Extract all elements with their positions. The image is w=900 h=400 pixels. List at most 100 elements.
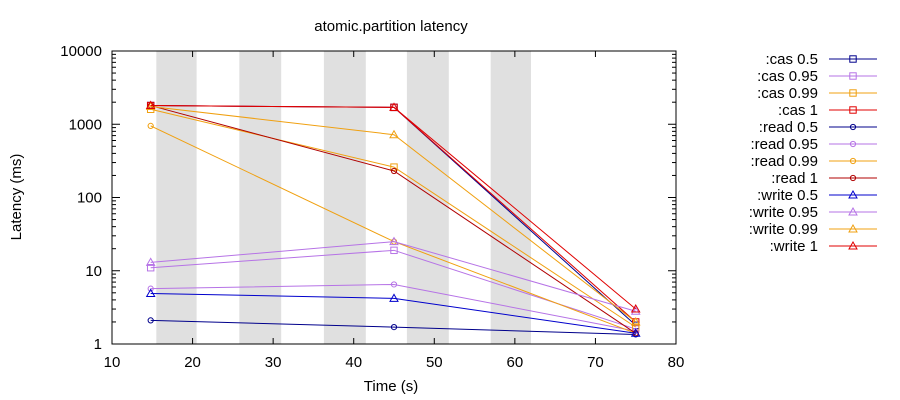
legend-marker bbox=[848, 240, 858, 250]
data-point bbox=[390, 163, 398, 171]
y-tick-label: 100 bbox=[77, 190, 102, 207]
y-axis-label: Latency (ms) bbox=[8, 154, 25, 241]
data-point bbox=[389, 293, 399, 302]
series-3 bbox=[146, 101, 640, 326]
shaded-band bbox=[323, 51, 366, 344]
series-9 bbox=[145, 236, 641, 315]
x-tick-label: 10 bbox=[104, 354, 121, 371]
legend-marker bbox=[848, 189, 858, 199]
legend-entry: :cas 0.99 bbox=[757, 85, 877, 102]
legend-label: :write 0.5 bbox=[757, 187, 818, 204]
legend-label: :write 0.95 bbox=[749, 204, 818, 221]
legend-entry: :read 0.99 bbox=[750, 153, 877, 170]
x-tick-label: 70 bbox=[587, 354, 604, 371]
series-line bbox=[150, 125, 636, 334]
chart-title: atomic.partition latency bbox=[314, 18, 468, 35]
series-6 bbox=[147, 122, 639, 337]
legend-entry: :write 0.95 bbox=[749, 204, 877, 221]
data-point bbox=[390, 324, 398, 331]
legend-entry: :write 0.99 bbox=[749, 221, 877, 238]
legend-label: :read 1 bbox=[771, 170, 818, 187]
legend-label: :cas 0.95 bbox=[757, 68, 818, 85]
data-point bbox=[146, 264, 155, 272]
data-point bbox=[147, 285, 154, 292]
legend-label: :read 0.99 bbox=[750, 153, 818, 170]
legend-entry: :read 0.5 bbox=[759, 119, 877, 136]
x-axis-label: Time (s) bbox=[364, 378, 418, 395]
legend-label: :cas 0.5 bbox=[765, 51, 818, 68]
legend-label: :read 0.95 bbox=[750, 136, 818, 153]
series-5 bbox=[147, 281, 639, 335]
data-point bbox=[390, 167, 398, 175]
data-point bbox=[389, 236, 399, 246]
series-line bbox=[150, 319, 636, 335]
shaded-band bbox=[490, 51, 531, 344]
legend-entry: :cas 1 bbox=[778, 102, 877, 119]
data-point bbox=[630, 328, 641, 337]
data-point bbox=[389, 129, 399, 139]
series-8 bbox=[145, 288, 641, 337]
legend-label: :cas 1 bbox=[778, 102, 818, 119]
legend-entry: :cas 0.95 bbox=[757, 68, 877, 85]
x-tick-label: 50 bbox=[426, 354, 443, 371]
legend-entry: :read 0.95 bbox=[750, 136, 877, 153]
y-tick-label: 1000 bbox=[69, 116, 102, 133]
legend-label: :write 0.99 bbox=[749, 221, 818, 238]
series-line bbox=[150, 241, 636, 312]
legend-entry: :cas 0.5 bbox=[765, 51, 877, 68]
y-tick-label: 10 bbox=[85, 263, 102, 280]
x-tick-label: 60 bbox=[507, 354, 524, 371]
series-lines bbox=[145, 100, 641, 338]
series-line bbox=[150, 105, 637, 323]
y-tick-label: 1 bbox=[94, 336, 102, 353]
data-point bbox=[390, 281, 398, 288]
series-line bbox=[150, 108, 636, 328]
series-line bbox=[150, 105, 637, 310]
series-line bbox=[150, 105, 637, 326]
legend-marker bbox=[848, 223, 858, 233]
shaded-band bbox=[156, 51, 197, 344]
legend-entry: :write 1 bbox=[770, 238, 877, 255]
series-11 bbox=[145, 100, 641, 313]
shaded-band bbox=[406, 51, 449, 344]
y-axis: 1 10 100 1000 10000 bbox=[60, 43, 676, 353]
legend-marker bbox=[849, 140, 857, 148]
series-line bbox=[150, 292, 636, 334]
legend-marker bbox=[849, 106, 857, 114]
y-tick-label: 10000 bbox=[60, 43, 102, 60]
series-line bbox=[150, 105, 636, 334]
legend-entry: :write 0.5 bbox=[757, 187, 877, 204]
legend-label: :write 1 bbox=[770, 238, 818, 255]
x-axis: 10 20 30 40 50 60 70 80 bbox=[104, 51, 685, 371]
data-point bbox=[630, 304, 641, 313]
legend-marker bbox=[849, 123, 857, 131]
legend-marker bbox=[849, 89, 857, 97]
data-point bbox=[630, 306, 641, 315]
data-point bbox=[390, 246, 398, 255]
series-line bbox=[150, 283, 636, 332]
x-tick-label: 40 bbox=[345, 354, 362, 371]
legend-marker bbox=[849, 55, 857, 63]
series-4 bbox=[147, 317, 639, 338]
legend: :cas 0.5:cas 0.95:cas 0.99:cas 1:read 0.… bbox=[749, 51, 877, 255]
legend-marker bbox=[848, 206, 858, 216]
legend-marker bbox=[849, 157, 857, 165]
x-tick-label: 20 bbox=[184, 354, 201, 371]
data-point bbox=[145, 257, 156, 266]
shaded-bands bbox=[156, 51, 531, 344]
legend-marker bbox=[849, 174, 857, 182]
data-point bbox=[145, 100, 156, 110]
shaded-band bbox=[239, 51, 282, 344]
legend-label: :cas 0.99 bbox=[757, 85, 818, 102]
data-point bbox=[630, 316, 641, 326]
legend-marker bbox=[849, 72, 857, 80]
data-point bbox=[145, 288, 156, 297]
data-point bbox=[389, 102, 399, 111]
legend-entry: :read 1 bbox=[771, 170, 877, 187]
x-tick-label: 30 bbox=[265, 354, 282, 371]
x-tick-label: 80 bbox=[668, 354, 685, 371]
data-point bbox=[147, 122, 154, 129]
legend-label: :read 0.5 bbox=[759, 119, 818, 136]
data-point bbox=[147, 317, 154, 324]
